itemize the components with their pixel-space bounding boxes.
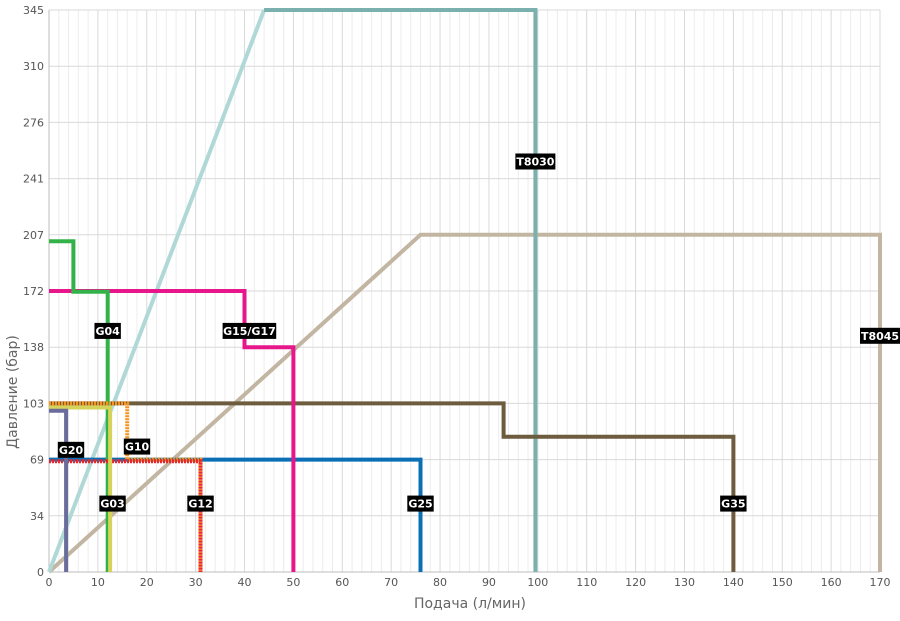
y-tick-label: 0 xyxy=(37,566,44,579)
series-label-box xyxy=(407,495,434,512)
series-label: G20 xyxy=(57,441,85,458)
series-label: G15/G17 xyxy=(222,322,277,339)
x-tick-label: 70 xyxy=(384,576,398,589)
x-tick-label: 10 xyxy=(91,576,105,589)
series-label-box xyxy=(222,322,277,339)
x-tick-label: 100 xyxy=(527,576,548,589)
series-line-g15-g17 xyxy=(49,289,296,572)
series-line-g03 xyxy=(49,405,113,572)
series-label-text: T8045 xyxy=(861,330,899,343)
y-tick-label: 345 xyxy=(23,4,44,17)
y-tick-label: 207 xyxy=(23,229,44,242)
series-label-box xyxy=(860,327,900,344)
x-tick-label: 60 xyxy=(335,576,349,589)
series-label: G04 xyxy=(94,322,121,339)
series-lines xyxy=(47,8,882,574)
y-tick-label: 276 xyxy=(23,116,44,129)
series-label-box xyxy=(187,495,214,512)
y-tick-label: 103 xyxy=(23,397,44,410)
x-tick-label: 80 xyxy=(433,576,447,589)
series-label-text: T8030 xyxy=(516,155,554,168)
series-label-box xyxy=(515,153,556,170)
series-label: T8030 xyxy=(515,153,556,170)
y-tick-label: 172 xyxy=(23,285,44,298)
series-label: G10 xyxy=(123,438,151,455)
x-tick-label: 160 xyxy=(821,576,842,589)
x-tick-label: 40 xyxy=(238,576,252,589)
x-tick-label: 90 xyxy=(482,576,496,589)
series-label: G35 xyxy=(720,495,747,512)
x-axis-title: Подача (л/мин) xyxy=(414,596,526,612)
series-line-g12 xyxy=(49,459,203,572)
series-label-box xyxy=(720,495,747,512)
series-label-text: G15/G17 xyxy=(223,325,276,338)
x-tick-label: 50 xyxy=(286,576,300,589)
x-tick-label: 110 xyxy=(576,576,597,589)
series-label: G03 xyxy=(99,495,126,512)
series-label-text: G10 xyxy=(125,441,150,454)
series-label-text: G20 xyxy=(59,444,84,457)
x-tick-label: 120 xyxy=(625,576,646,589)
y-axis-title: Давление (бар) xyxy=(5,335,21,449)
series-label-text: G25 xyxy=(408,498,432,511)
y-tick-label: 34 xyxy=(30,510,44,523)
x-tick-label: 170 xyxy=(870,576,891,589)
y-tick-label: 69 xyxy=(30,454,44,467)
series-label: G12 xyxy=(187,495,214,512)
series-label-box xyxy=(123,438,151,455)
x-tick-label: 140 xyxy=(723,576,744,589)
series-label-text: G12 xyxy=(188,498,212,511)
series-labels: T8045 T8030 G35 G25 G15/G17 G04 G10 G12 G03 G20 xyxy=(57,153,900,512)
series-line-g10 xyxy=(49,401,203,572)
series-label: T8045 xyxy=(860,327,900,344)
series-label-box xyxy=(99,495,126,512)
x-tick-label: 150 xyxy=(772,576,793,589)
series-line-g20 xyxy=(49,408,69,572)
x-tick-label: 20 xyxy=(140,576,154,589)
series-label-text: G04 xyxy=(95,325,120,338)
y-tick-label: 241 xyxy=(23,173,44,186)
series-label-box xyxy=(57,441,85,458)
series-label-text: G03 xyxy=(100,498,124,511)
series-label-text: G35 xyxy=(721,498,745,511)
y-tick-label: 310 xyxy=(23,60,44,73)
x-tick-label: 130 xyxy=(674,576,695,589)
series-line-t8030 xyxy=(264,8,538,572)
series-line-g04 xyxy=(49,239,110,572)
y-tick-label: 138 xyxy=(23,341,44,354)
series-label: G25 xyxy=(407,495,434,512)
series-line-g35 xyxy=(49,401,736,572)
x-tick-label: 0 xyxy=(46,576,53,589)
axes: 0 10 20 30 40 50 60 70 80 90 100 110 120 130 140 150 160… xyxy=(23,4,891,589)
series-label-box xyxy=(94,322,121,339)
x-tick-label: 30 xyxy=(189,576,203,589)
